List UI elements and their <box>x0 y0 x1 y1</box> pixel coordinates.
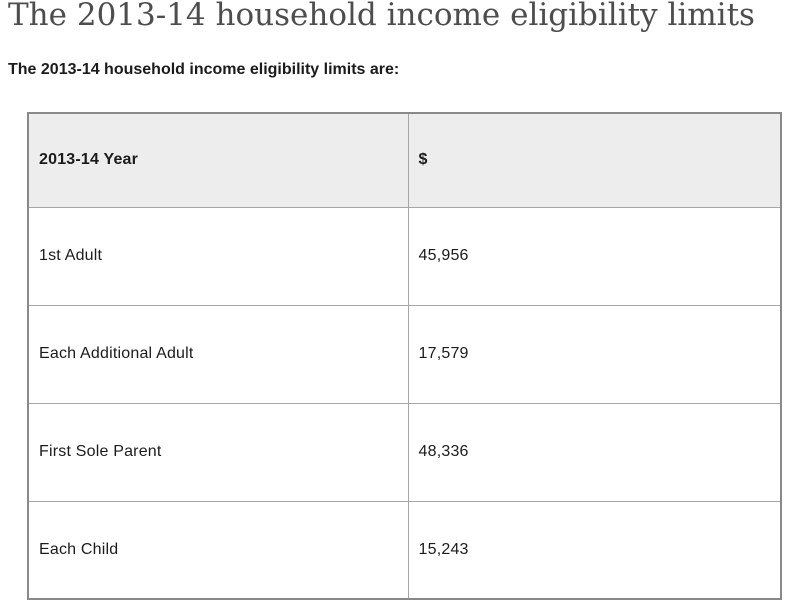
income-limits-table: 2013-14 Year $ 1st Adult 45,956 Each Add… <box>27 112 782 600</box>
intro-text: The 2013-14 household income eligibility… <box>8 61 400 78</box>
row-amount: 48,336 <box>407 402 782 502</box>
column-header-year: 2013-14 Year <box>27 112 409 208</box>
table-row: First Sole Parent 48,336 <box>27 402 782 502</box>
row-amount: 17,579 <box>407 304 782 404</box>
table-row: Each Child 15,243 <box>27 500 782 600</box>
table-row: 1st Adult 45,956 <box>27 206 782 306</box>
row-amount: 15,243 <box>407 500 782 600</box>
table-row: Each Additional Adult 17,579 <box>27 304 782 404</box>
column-header-dollars: $ <box>407 112 782 208</box>
row-label: 1st Adult <box>27 206 409 306</box>
row-label: Each Child <box>27 500 409 600</box>
row-amount: 45,956 <box>407 206 782 306</box>
table-header-row: 2013-14 Year $ <box>27 112 782 208</box>
row-label: Each Additional Adult <box>27 304 409 404</box>
page-title: The 2013-14 household income eligibility… <box>8 0 755 33</box>
row-label: First Sole Parent <box>27 402 409 502</box>
